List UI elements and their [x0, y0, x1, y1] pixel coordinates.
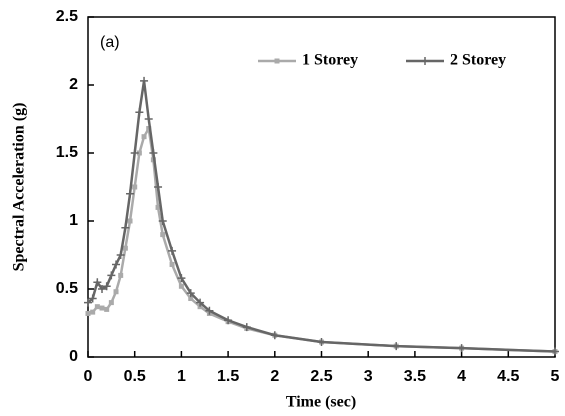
point-marker	[93, 278, 102, 287]
x-tick-label: 5	[551, 368, 560, 385]
point-marker	[112, 260, 121, 269]
x-tick-label: 4	[457, 368, 466, 385]
point-marker	[197, 304, 203, 310]
point-marker	[88, 294, 97, 303]
point-marker	[160, 232, 166, 238]
point-marker	[317, 338, 326, 347]
point-marker	[113, 289, 119, 295]
x-tick-label: 4.5	[497, 368, 519, 385]
x-tick-label: 1.5	[217, 368, 239, 385]
point-marker	[107, 271, 116, 280]
point-marker	[178, 283, 184, 289]
y-axis-label: Spectral Acceleration (g)	[11, 103, 28, 272]
point-marker	[135, 108, 144, 117]
legend-marker	[274, 58, 280, 64]
point-marker	[158, 217, 167, 225]
point-marker	[551, 347, 559, 356]
legend-label: 2 Storey	[450, 52, 506, 69]
annotation: (a)	[100, 34, 120, 51]
point-marker	[116, 251, 125, 259]
x-tick-label: 2.5	[310, 368, 332, 385]
x-tick-label: 0	[84, 368, 93, 385]
series-line	[87, 80, 556, 353]
point-marker	[144, 115, 153, 123]
point-marker	[196, 298, 205, 307]
series-line	[87, 124, 556, 353]
y-tick-label: 2.5	[56, 8, 78, 25]
point-marker	[118, 272, 124, 278]
point-marker	[130, 149, 139, 157]
point-marker	[270, 331, 279, 340]
y-tick-label: 1.5	[56, 144, 78, 161]
point-marker	[85, 310, 91, 316]
point-marker	[242, 323, 251, 332]
point-marker	[121, 223, 130, 232]
point-marker	[205, 306, 214, 315]
legend-label: 1 Storey	[302, 52, 358, 69]
point-marker	[127, 218, 133, 224]
point-marker	[168, 246, 177, 255]
point-marker	[108, 300, 114, 306]
point-marker	[149, 149, 158, 157]
point-marker	[136, 150, 142, 156]
point-marker	[177, 274, 186, 283]
point-marker	[104, 306, 110, 312]
point-marker	[132, 184, 138, 190]
point-marker	[186, 289, 195, 298]
x-tick-label: 0.5	[124, 368, 146, 385]
point-marker	[188, 296, 194, 302]
y-tick-label: 2	[69, 76, 78, 93]
point-marker	[146, 126, 152, 132]
x-axis-label: Time (sec)	[286, 394, 356, 411]
point-marker	[126, 189, 135, 198]
y-tick-label: 1	[69, 212, 78, 229]
point-marker	[99, 305, 105, 311]
point-marker	[169, 262, 175, 268]
legend-marker	[421, 57, 429, 65]
point-marker	[98, 285, 107, 293]
point-marker	[392, 342, 401, 351]
point-marker	[155, 204, 161, 210]
point-marker	[140, 76, 149, 85]
x-tick-label: 2	[270, 368, 279, 385]
y-tick-label: 0.5	[56, 280, 78, 297]
point-marker	[122, 245, 128, 251]
point-marker	[141, 134, 147, 140]
y-tick-label: 0	[69, 348, 78, 365]
point-marker	[84, 298, 92, 307]
point-marker	[94, 304, 100, 310]
point-marker	[102, 282, 111, 291]
x-tick-label: 1	[177, 368, 186, 385]
x-tick-label: 3	[364, 368, 373, 385]
point-marker	[224, 316, 233, 325]
point-marker	[457, 344, 466, 353]
x-tick-label: 3.5	[404, 368, 426, 385]
point-marker	[90, 309, 96, 315]
point-marker	[154, 183, 163, 191]
